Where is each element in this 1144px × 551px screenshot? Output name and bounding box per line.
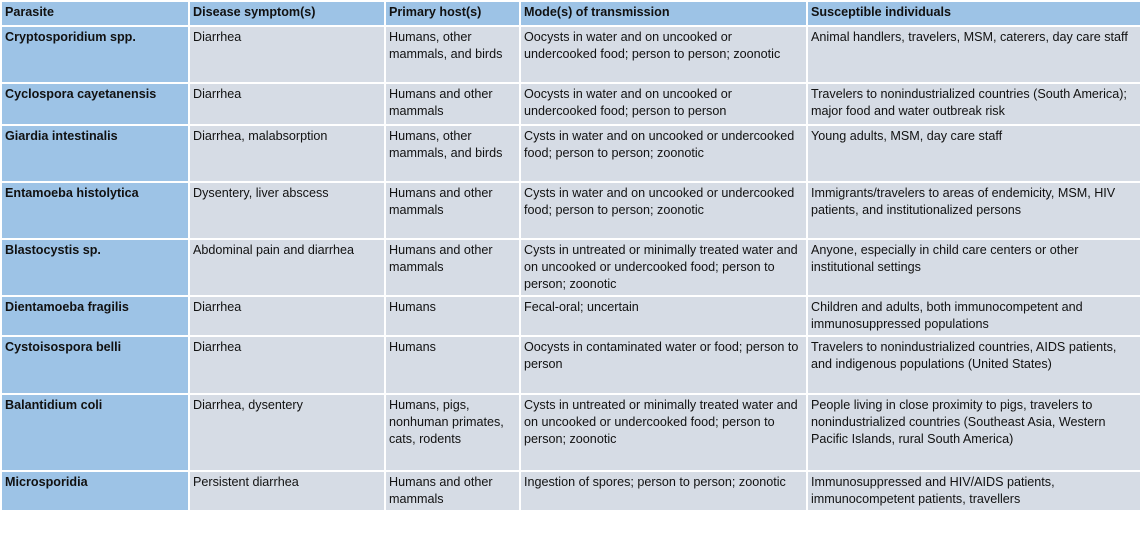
cell-parasite: Dientamoeba fragilis (0, 295, 190, 337)
cell-disease-symptoms: Diarrhea, dysentery (188, 393, 386, 472)
table-row: Entamoeba histolytica Dysentery, liver ab… (0, 181, 1142, 240)
table-row: Cryptosporidium spp. Diarrhea Humans, othe… (0, 25, 1142, 84)
table-row: Cystoisospora belli Diarrhea Humans Oocysts… (0, 335, 1142, 395)
cell-transmission: Cysts in water and on uncooked or underc… (519, 124, 808, 183)
cell-primary-hosts: Humans (384, 335, 521, 395)
cell-transmission: Oocysts in contaminated water or food; p… (519, 335, 808, 395)
cell-susceptible-individuals: Immigrants/travelers to areas of endemic… (806, 181, 1142, 240)
table-row: Dientamoeba fragilis Diarrhea Humans Fecal-… (0, 295, 1142, 337)
cell-susceptible-individuals: Travelers to nonindustrialized countries… (806, 82, 1142, 126)
column-header-disease-symptoms: Disease symptom(s) (188, 0, 386, 27)
cell-disease-symptoms: Diarrhea (188, 295, 386, 337)
table-row: Balantidium coli Diarrhea, dysentery Human… (0, 393, 1142, 472)
table-row: Microsporidia Persistent diarrhea Humans a… (0, 470, 1142, 512)
cell-primary-hosts: Humans, other mammals, and birds (384, 25, 521, 84)
column-header-parasite: Parasite (0, 0, 190, 27)
cell-transmission: Fecal-oral; uncertain (519, 295, 808, 337)
cell-susceptible-individuals: Travelers to nonindustrialized countries… (806, 335, 1142, 395)
cell-susceptible-individuals: Immunosuppressed and HIV/AIDS patients, … (806, 470, 1142, 512)
cell-disease-symptoms: Dysentery, liver abscess (188, 181, 386, 240)
cell-primary-hosts: Humans and other mammals (384, 82, 521, 126)
cell-primary-hosts: Humans and other mammals (384, 238, 521, 297)
cell-parasite: Giardia intestinalis (0, 124, 190, 183)
cell-transmission: Cysts in untreated or minimally treated … (519, 393, 808, 472)
table-row: Blastocystis sp. Abdominal pain and diarr… (0, 238, 1142, 297)
cell-parasite: Blastocystis sp. (0, 238, 190, 297)
cell-transmission: Cysts in water and on uncooked or underc… (519, 181, 808, 240)
cell-disease-symptoms: Diarrhea (188, 82, 386, 126)
cell-primary-hosts: Humans, other mammals, and birds (384, 124, 521, 183)
cell-primary-hosts: Humans, pigs, nonhuman primates, cats, r… (384, 393, 521, 472)
cell-parasite: Entamoeba histolytica (0, 181, 190, 240)
cell-primary-hosts: Humans (384, 295, 521, 337)
cell-parasite: Microsporidia (0, 470, 190, 512)
header-row: Parasite Disease symptom(s) Primary host(s… (0, 0, 1142, 27)
table-row: Giardia intestinalis Diarrhea, malabsorpt… (0, 124, 1142, 183)
cell-susceptible-individuals: Anyone, especially in child care centers… (806, 238, 1142, 297)
cell-disease-symptoms: Diarrhea, malabsorption (188, 124, 386, 183)
cell-disease-symptoms: Persistent diarrhea (188, 470, 386, 512)
cell-primary-hosts: Humans and other mammals (384, 181, 521, 240)
cell-parasite: Cyclospora cayetanensis (0, 82, 190, 126)
cell-susceptible-individuals: Children and adults, both immunocompeten… (806, 295, 1142, 337)
cell-transmission: Ingestion of spores; person to person; z… (519, 470, 808, 512)
cell-transmission: Oocysts in water and on uncooked or unde… (519, 82, 808, 126)
cell-susceptible-individuals: Animal handlers, travelers, MSM, caterer… (806, 25, 1142, 84)
column-header-susceptible-individuals: Susceptible individuals (806, 0, 1142, 27)
cell-disease-symptoms: Abdominal pain and diarrhea (188, 238, 386, 297)
cell-transmission: Cysts in untreated or minimally treated … (519, 238, 808, 297)
cell-parasite: Cryptosporidium spp. (0, 25, 190, 84)
column-header-transmission: Mode(s) of transmission (519, 0, 808, 27)
cell-parasite: Cystoisospora belli (0, 335, 190, 395)
column-header-primary-hosts: Primary host(s) (384, 0, 521, 27)
cell-disease-symptoms: Diarrhea (188, 335, 386, 395)
cell-susceptible-individuals: Young adults, MSM, day care staff (806, 124, 1142, 183)
table-row: Cyclospora cayetanensis Diarrhea Humans an… (0, 82, 1142, 126)
cell-transmission: Oocysts in water and on uncooked or unde… (519, 25, 808, 84)
cell-disease-symptoms: Diarrhea (188, 25, 386, 84)
cell-parasite: Balantidium coli (0, 393, 190, 472)
cell-primary-hosts: Humans and other mammals (384, 470, 521, 512)
parasite-table: Parasite Disease symptom(s) Primary host(s… (0, 0, 1142, 512)
cell-susceptible-individuals: People living in close proximity to pigs… (806, 393, 1142, 472)
